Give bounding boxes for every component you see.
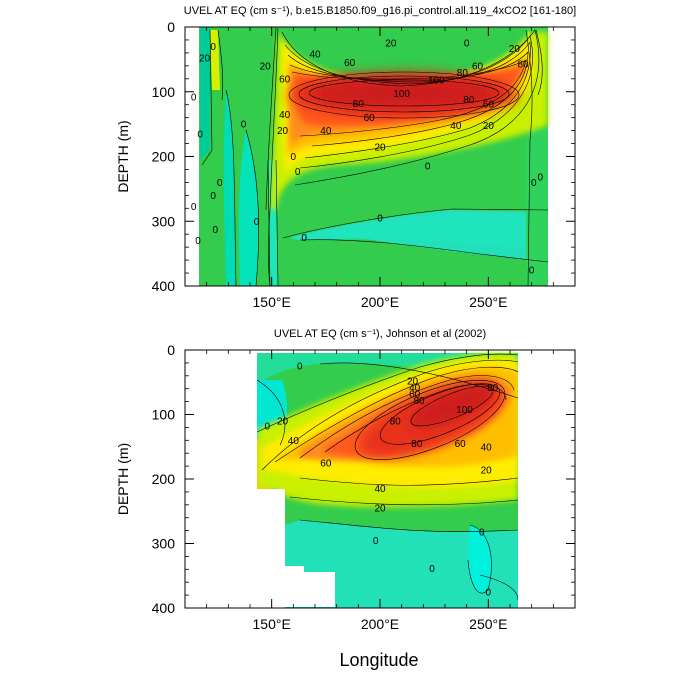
top-panel-title: UVEL AT EQ (cm s⁻¹), b.e15.B1850.f09_g16… xyxy=(184,5,576,17)
top-contour-label: 0 xyxy=(254,217,260,228)
bottom-x-tick-label: 250°E xyxy=(469,616,507,632)
top-contour-label: 40 xyxy=(450,121,462,132)
bottom-contour-label: 80 xyxy=(390,416,402,427)
top-contour-label: 20 xyxy=(374,142,386,153)
bottom-contour-lines xyxy=(256,353,519,601)
bottom-contour-label: 20 xyxy=(277,416,289,427)
top-y-tick-label: 0 xyxy=(167,19,175,35)
bottom-contour-label: 60 xyxy=(455,439,467,450)
bottom-contour-label: 40 xyxy=(481,442,493,453)
bottom-contour-label: 0 xyxy=(429,564,435,575)
top-contour-field xyxy=(199,27,549,286)
top-contour-label: 40 xyxy=(320,126,332,137)
top-panel: UVEL AT EQ (cm s⁻¹), b.e15.B1850.f09_g16… xyxy=(115,5,576,310)
top-contour-label: 20 xyxy=(277,126,289,137)
bottom-contour-label: 40 xyxy=(409,383,421,394)
top-contour-label: 0 xyxy=(464,39,470,50)
bottom-contour-label: 0 xyxy=(479,527,485,538)
bottom-panel-title: UVEL AT EQ (cm s⁻¹), Johnson et al (2002… xyxy=(274,328,486,340)
top-contour-label: 0 xyxy=(213,225,219,236)
top-contour-label: 80 xyxy=(517,59,529,70)
bottom-contour-label: 20 xyxy=(407,376,419,387)
top-contour-label: 60 xyxy=(483,100,495,111)
bottom-y-axis-label: DEPTH (m) xyxy=(115,443,131,515)
top-contour-label: 0 xyxy=(531,178,537,189)
top-x-tick-label: 200°E xyxy=(361,294,399,310)
bottom-contour-label: 20 xyxy=(481,465,493,476)
top-contour-label: 60 xyxy=(344,58,356,69)
top-contour-label: 100 xyxy=(393,89,410,100)
bottom-contour-label: 80 xyxy=(487,383,499,394)
bottom-x-tick-label: 150°E xyxy=(253,616,291,632)
top-contour-label: 40 xyxy=(279,110,291,121)
bottom-contour-label: 60 xyxy=(320,458,332,469)
top-contour-label: 60 xyxy=(364,113,376,124)
bottom-contour-label: 60 xyxy=(409,389,421,400)
top-contour-label: 60 xyxy=(279,74,291,85)
bottom-y-tick-label: 400 xyxy=(152,600,176,616)
bottom-contour-label: 100 xyxy=(456,405,473,416)
top-contour-label: 100 xyxy=(428,76,445,87)
bottom-contour-label: 40 xyxy=(374,484,386,495)
bottom-y-tick-label: 0 xyxy=(167,342,175,358)
top-contour-label: 0 xyxy=(210,42,216,53)
bottom-y-tick-label: 200 xyxy=(152,471,176,487)
top-contour-label: 0 xyxy=(197,129,203,140)
bottom-undercurrent-fill xyxy=(257,353,518,508)
bottom-no-data-west xyxy=(186,351,335,607)
top-contour-label: 0 xyxy=(210,191,216,202)
x-axis-label: Longitude xyxy=(339,650,418,670)
top-y-axis-label: DEPTH (m) xyxy=(115,120,131,192)
bottom-contour-label: 80 xyxy=(413,396,425,407)
top-contour-label: 20 xyxy=(385,39,397,50)
top-contour-label: 0 xyxy=(301,233,307,244)
top-contour-label: 0 xyxy=(191,92,197,103)
bottom-x-tick-label: 200°E xyxy=(361,616,399,632)
bottom-contour-label: 0 xyxy=(297,362,303,373)
bottom-panel: UVEL AT EQ (cm s⁻¹), Johnson et al (2002… xyxy=(115,328,576,670)
top-x-tick-label: 150°E xyxy=(253,294,291,310)
top-contour-label: 20 xyxy=(483,121,495,132)
top-contour-label: 20 xyxy=(509,44,521,55)
top-y-tick-label: 400 xyxy=(152,278,176,294)
top-contour-label: 80 xyxy=(457,68,469,79)
top-contour-label: 0 xyxy=(425,162,431,173)
top-contour-label: 0 xyxy=(291,152,297,163)
bottom-contour-label: 40 xyxy=(288,436,300,447)
top-contour-label: 0 xyxy=(191,202,197,213)
bottom-no-data-east xyxy=(518,351,574,607)
bottom-contour-label: 20 xyxy=(374,504,386,515)
bottom-y-tick-label: 100 xyxy=(152,407,176,423)
top-contour-label: 0 xyxy=(241,120,247,131)
top-contour-label: 0 xyxy=(529,265,535,276)
top-contour-label: 20 xyxy=(260,61,272,72)
top-contour-label: 60 xyxy=(472,61,484,72)
top-contour-label: 80 xyxy=(463,95,475,106)
bottom-y-tick-label: 300 xyxy=(152,536,176,552)
top-contour-label: 0 xyxy=(538,173,544,184)
top-y-tick-label: 300 xyxy=(152,213,176,229)
top-contour-label: 0 xyxy=(295,167,301,178)
top-x-tick-label: 250°E xyxy=(469,294,507,310)
top-contour-lines xyxy=(201,27,549,286)
top-contour-label: 0 xyxy=(195,236,201,247)
top-contour-label: 80 xyxy=(353,99,365,110)
top-contour-label: 0 xyxy=(217,178,223,189)
bottom-contour-label: 0 xyxy=(265,422,271,433)
top-contour-label: 20 xyxy=(199,54,211,65)
top-y-tick-label: 100 xyxy=(152,84,176,100)
top-contour-label: 0 xyxy=(377,214,383,225)
bottom-contour-label: 80 xyxy=(411,439,423,450)
bottom-contour-label: 0 xyxy=(373,536,379,547)
top-contour-label: 40 xyxy=(309,50,321,61)
top-y-tick-label: 200 xyxy=(152,149,176,165)
bottom-contour-label: 0 xyxy=(486,587,492,598)
